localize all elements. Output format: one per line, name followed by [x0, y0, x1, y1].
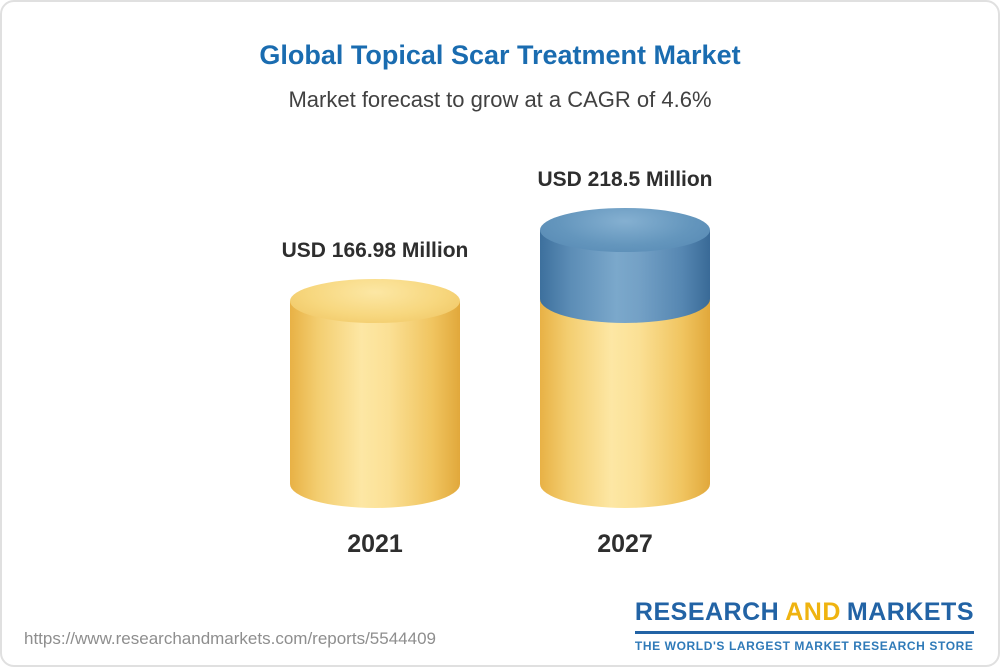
chart-subtitle: Market forecast to grow at a CAGR of 4.6…	[288, 87, 712, 112]
logo-word-and: AND	[785, 598, 841, 626]
value-label-2021: USD 166.98 Million	[281, 239, 469, 262]
category-label-2027: 2027	[597, 530, 653, 558]
logo-word-research: RESEARCH	[634, 598, 780, 626]
cylinder-body-2021	[290, 301, 460, 508]
base-segment-2027	[540, 299, 710, 508]
cylinder-2027	[540, 208, 710, 508]
logo-tagline: THE WORLD'S LARGEST MARKET RESEARCH STOR…	[634, 639, 974, 653]
logo-word-markets: MARKETS	[846, 598, 974, 626]
bar-group-2021: USD 166.98 Million 2021	[265, 239, 485, 559]
research-and-markets-logo: RESEARCH AND MARKETS THE WORLD'S LARGEST M…	[634, 598, 974, 653]
logo-wordmark: RESEARCH AND MARKETS	[635, 598, 974, 627]
chart-title: Global Topical Scar Treatment Market	[259, 40, 741, 70]
plot-area: USD 166.98 Million 2021 USD 218.5 Millio…	[2, 168, 998, 559]
cylinder-top-2021	[290, 279, 460, 323]
cylinder-top-2027	[540, 208, 710, 252]
value-label-2027: USD 218.5 Million	[537, 168, 713, 191]
source-url[interactable]: https://www.researchandmarkets.com/repor…	[24, 629, 436, 648]
logo-divider	[634, 631, 974, 634]
category-label-2021: 2021	[347, 530, 403, 558]
bar-group-2027: USD 218.5 Million 2027	[515, 168, 735, 559]
cylinder-2021	[290, 279, 460, 508]
